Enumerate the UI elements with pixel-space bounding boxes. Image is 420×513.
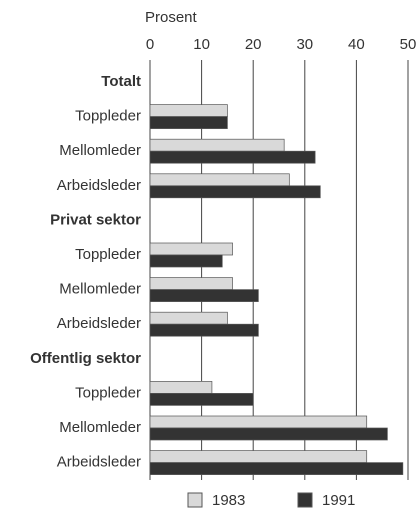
x-axis-label: Prosent [145,9,198,26]
x-tick-label: 30 [296,36,313,53]
y-tick-label: Toppleder [75,108,141,125]
bar [149,116,228,129]
x-tick-label: 50 [400,36,417,53]
x-tick-label: 0 [146,36,154,53]
legend-swatch [297,492,313,508]
group-label: Privat sektor [50,211,141,228]
x-tick-label: 20 [245,36,262,53]
x-tick-label: 10 [193,36,210,53]
bar [149,415,368,429]
bar [149,393,254,406]
bar [149,150,316,164]
y-tick-label: Arbeidsleder [57,454,141,471]
bar [149,104,228,117]
bar [149,289,259,302]
bar [149,323,259,337]
bar [149,381,213,394]
bar [149,185,321,199]
bar [149,242,233,256]
x-tick-label: 40 [348,36,365,53]
bar [149,427,388,441]
y-tick-label: Arbeidsleder [57,177,141,194]
bar [149,277,233,290]
group-label: Offentlig sektor [30,350,141,367]
bar [149,462,404,475]
bar [149,450,368,463]
y-tick-label: Mellomleder [59,281,141,298]
y-tick-label: Toppleder [75,246,141,263]
bar [149,173,290,187]
y-tick-label: Mellomleder [59,419,141,436]
bar [149,138,285,152]
bar [149,311,228,325]
y-tick-label: Toppleder [75,384,141,401]
group-label: Totalt [101,73,141,90]
bar [149,254,223,268]
y-tick-label: Arbeidsleder [57,315,141,332]
legend-label: 1991 [322,492,355,509]
legend-swatch [187,492,203,508]
y-tick-label: Mellomleder [59,142,141,159]
legend-label: 1983 [212,492,245,509]
